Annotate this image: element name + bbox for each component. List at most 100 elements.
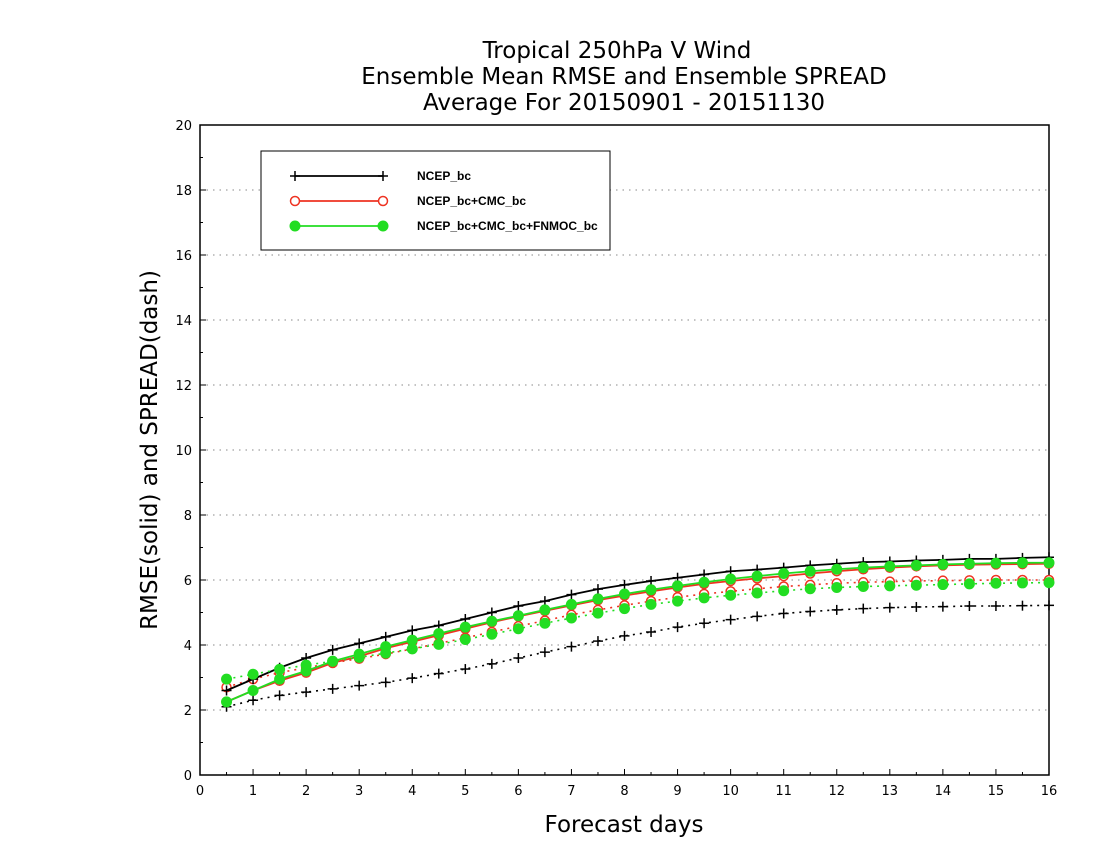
y-tick-label: 0 <box>184 769 192 784</box>
spread-point <box>963 578 975 590</box>
legend-marker <box>378 171 388 181</box>
rmse-point <box>459 621 471 633</box>
rmse-point <box>619 579 630 590</box>
legend-marker <box>289 220 301 232</box>
rmse-point <box>486 615 498 627</box>
spread-point <box>539 617 551 629</box>
legend-marker <box>377 220 389 232</box>
x-tick-label: 7 <box>567 784 575 799</box>
spread-point <box>672 595 684 607</box>
rmse-point <box>353 648 365 660</box>
spread-point <box>592 636 603 647</box>
spread-point <box>937 601 948 612</box>
legend-entry: NCEP_bc+CMC_bc+FNMOC_bc <box>289 219 598 233</box>
spread-point <box>592 607 604 619</box>
legend-marker <box>289 195 301 207</box>
spread-point <box>274 663 286 675</box>
rmse-point <box>327 655 339 667</box>
title-line-3: Average For 20150901 - 20151130 <box>423 90 825 116</box>
legend-marker <box>377 195 389 207</box>
spread-point <box>247 668 259 680</box>
x-tick-label: 1 <box>249 784 257 799</box>
rmse-point <box>831 563 843 575</box>
x-tick-label: 15 <box>988 784 1005 799</box>
spread-point <box>805 606 816 617</box>
spread-point <box>778 608 789 619</box>
spread-point <box>725 589 737 601</box>
rmse-point <box>725 573 737 585</box>
title-line-1: Tropical 250hPa V Wind <box>482 38 752 64</box>
legend: NCEP_bc NCEP_bc+CMC_bc NCEP_bc+CMC_bc+FNMO… <box>260 150 611 251</box>
title-line-2: Ensemble Mean RMSE and Ensemble SPREAD <box>361 64 886 90</box>
spread-point <box>645 598 657 610</box>
x-tick-label: 6 <box>514 784 522 799</box>
legend-label: NCEP_bc+CMC_bc <box>417 194 526 208</box>
spread-point <box>619 603 630 615</box>
spread-point <box>221 673 233 685</box>
rmse-point <box>937 558 949 570</box>
spread-point <box>699 618 710 629</box>
spread-point <box>619 630 630 641</box>
x-tick-label: 5 <box>461 784 469 799</box>
series-NCEP_bc <box>221 552 1054 712</box>
legend-entry: NCEP_bc <box>290 169 471 183</box>
spread-point <box>752 611 763 622</box>
spread-point <box>354 680 365 691</box>
rmse-point <box>1043 557 1055 569</box>
rmse-point <box>354 638 365 649</box>
rmse-point <box>1016 557 1028 569</box>
rmse-line <box>226 556 1050 692</box>
series-layer <box>221 552 1055 712</box>
rmse-point <box>672 580 684 592</box>
rmse-point <box>884 560 896 572</box>
rmse-point <box>433 628 445 640</box>
y-axis: 0 2 4 6 8 10 12 14 16 18 20 <box>175 119 206 784</box>
spread-point <box>751 587 763 599</box>
y-tick-label: 20 <box>175 119 192 134</box>
spread-point <box>512 623 524 635</box>
y-tick-label: 16 <box>175 249 192 264</box>
x-tick-label: 14 <box>935 784 952 799</box>
rmse-point <box>221 685 232 696</box>
spread-point <box>407 673 418 684</box>
spread-point <box>486 628 498 640</box>
spread-point <box>725 614 736 625</box>
rmse-point <box>512 610 524 622</box>
spread-point <box>1017 600 1028 611</box>
x-tick-label: 10 <box>722 784 739 799</box>
spread-point <box>857 581 869 592</box>
rmse-point <box>513 601 524 611</box>
rmse-point <box>751 570 763 582</box>
y-tick-label: 12 <box>175 379 192 394</box>
rmse-point <box>221 696 233 708</box>
x-tick-label: 0 <box>196 784 204 799</box>
rmse-point <box>406 634 418 646</box>
series-NCEP_bc+CMC_bc+FNMOC_bc <box>221 557 1055 708</box>
rmse-point <box>274 673 286 685</box>
spread-point <box>937 579 949 591</box>
legend-label: NCEP_bc <box>417 169 471 183</box>
rmse-point <box>698 576 710 588</box>
x-axis: 0 1 2 3 4 5 6 7 8 9 10 11 12 13 14 15 16 <box>196 769 1057 799</box>
y-tick-label: 4 <box>184 639 192 654</box>
spread-point <box>327 683 338 694</box>
rmse-line <box>226 562 1050 703</box>
spread-point <box>646 627 657 637</box>
spread-point <box>778 585 790 597</box>
spread-point <box>964 601 975 611</box>
x-tick-label: 11 <box>775 784 792 799</box>
spread-point <box>1016 577 1028 589</box>
rmse-point <box>592 593 604 605</box>
spread-point <box>459 633 471 645</box>
spread-point <box>1043 577 1055 589</box>
x-tick-label: 9 <box>673 784 681 799</box>
spread-point <box>672 622 683 633</box>
spread-point <box>1044 600 1054 611</box>
series-NCEP_bc+CMC_bc <box>221 558 1055 708</box>
rmse-point <box>804 565 816 577</box>
spread-point <box>301 687 312 698</box>
rmse-point <box>565 598 577 610</box>
rmse-point <box>327 644 338 655</box>
spread-point <box>433 668 444 679</box>
